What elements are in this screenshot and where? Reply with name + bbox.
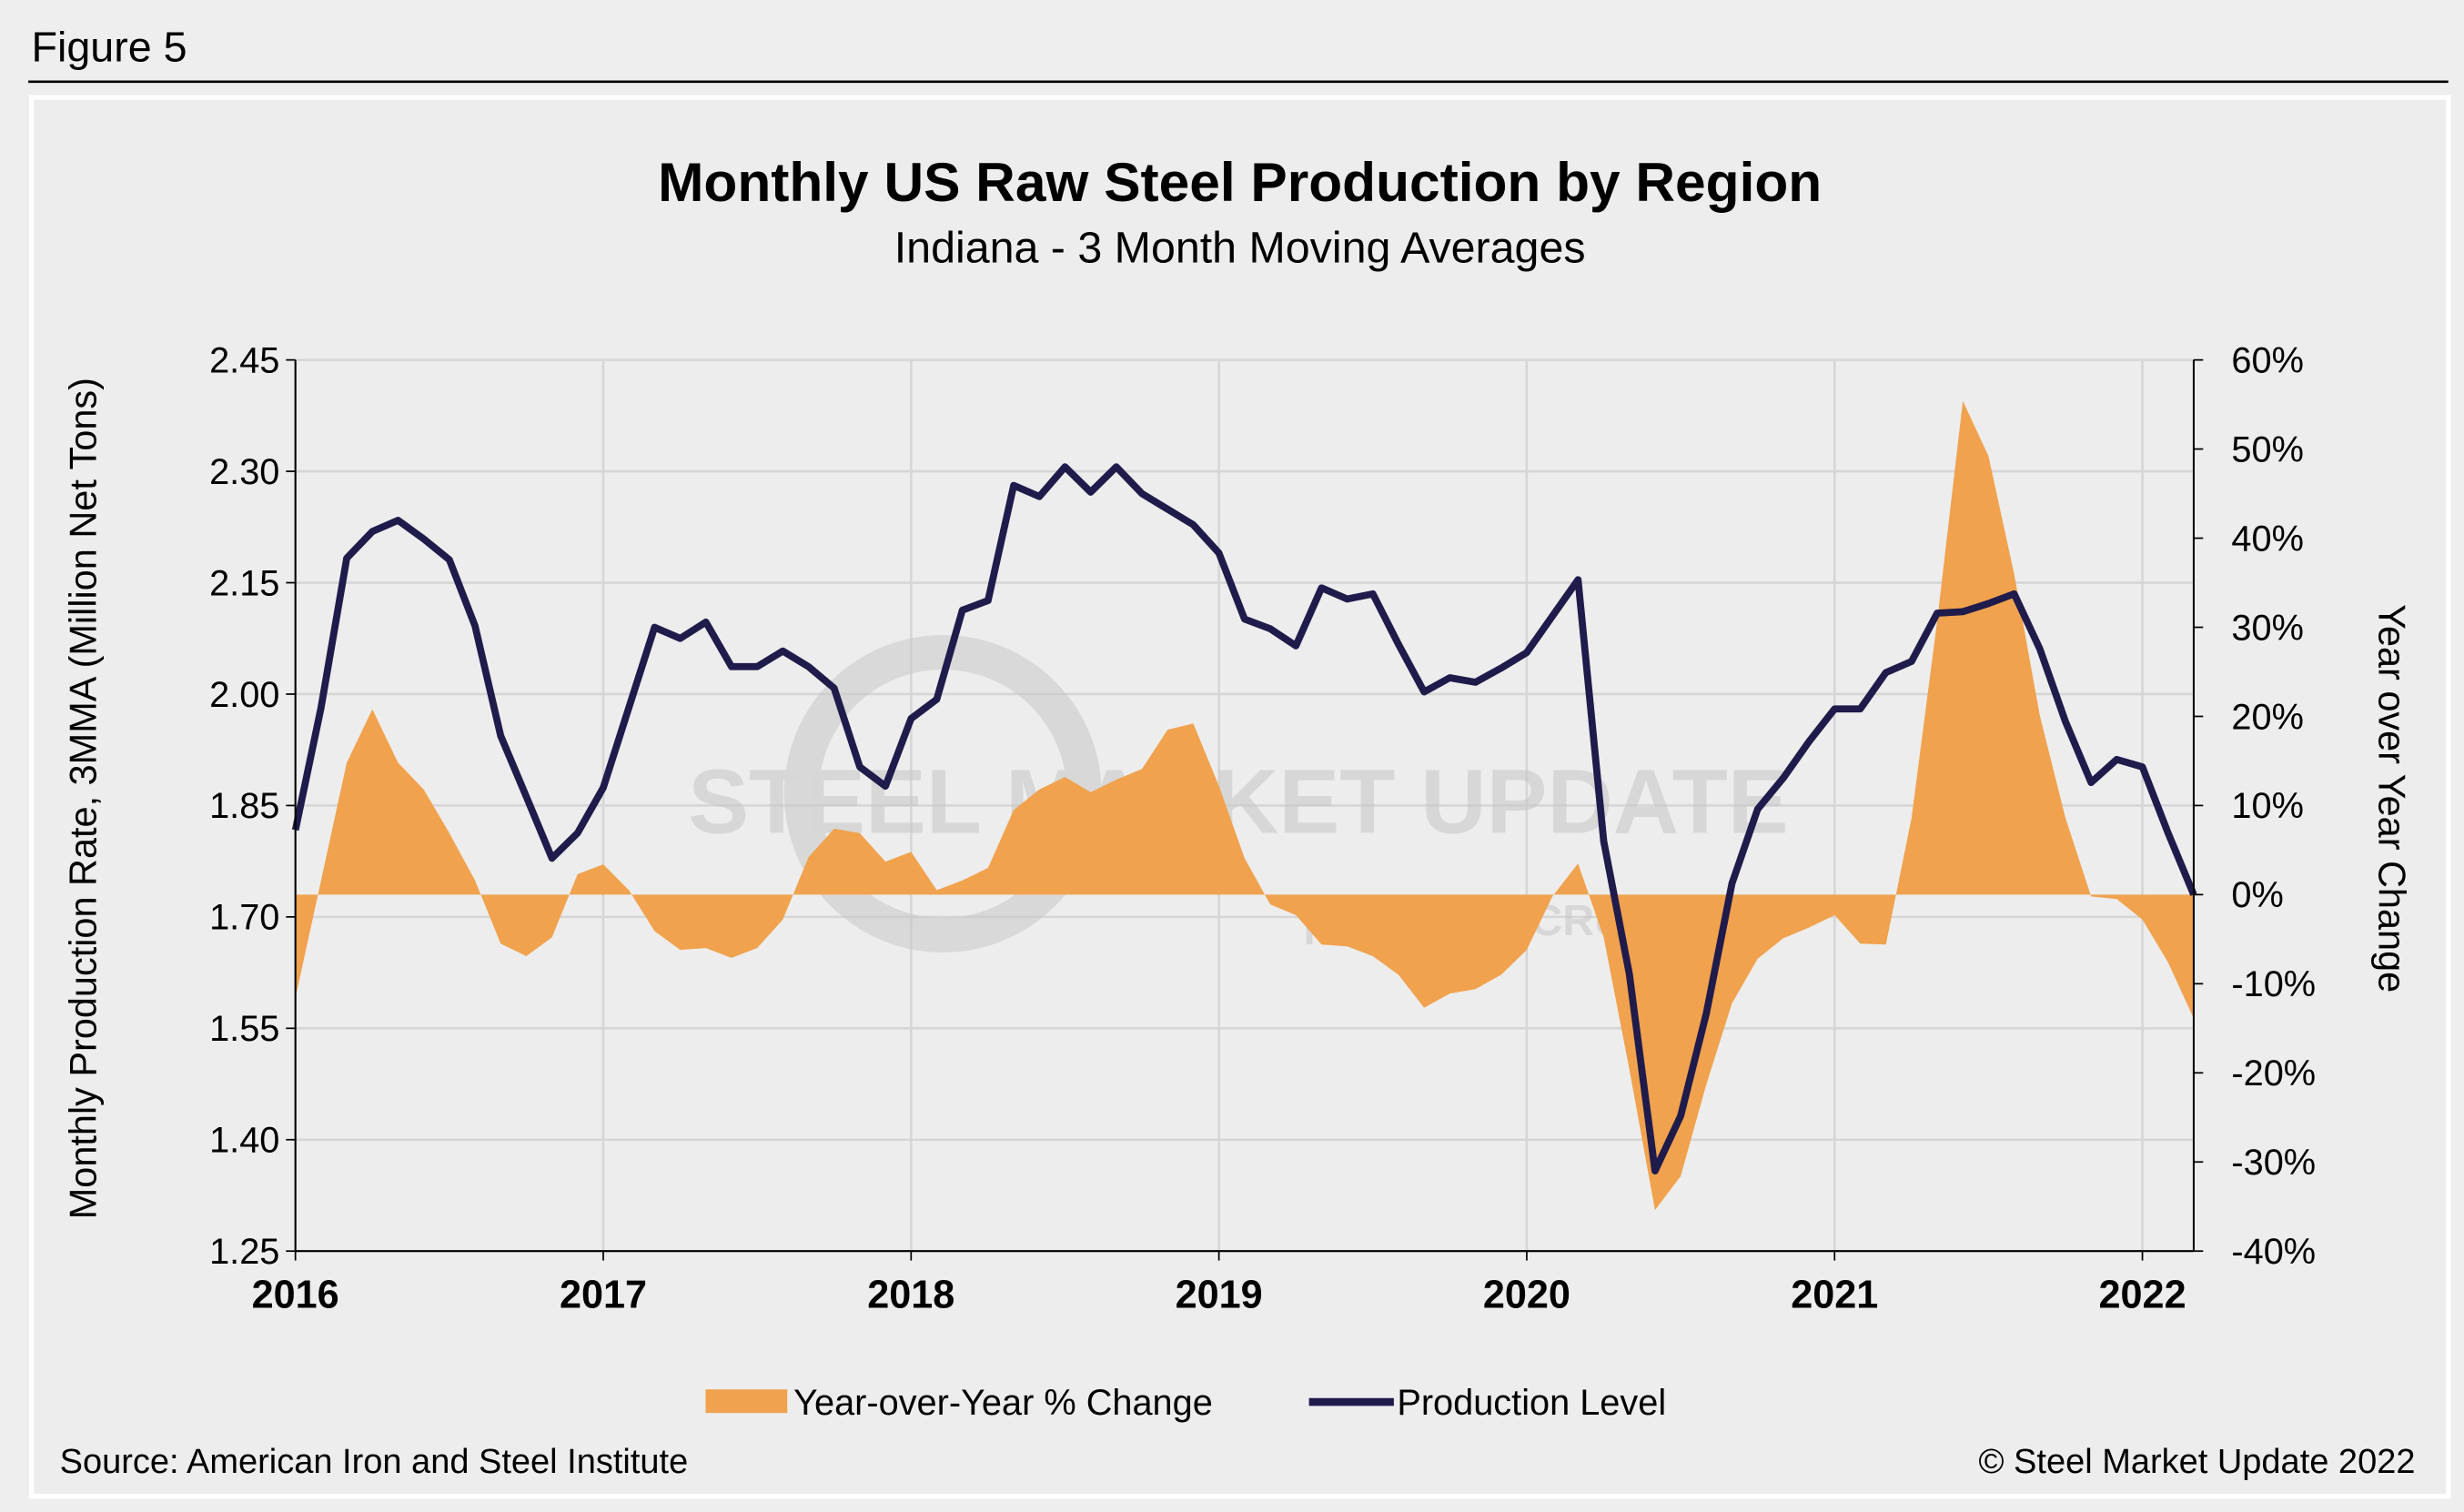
x-tick-label: 2020 (1483, 1273, 1570, 1316)
y2-tick-label: -40% (2231, 1232, 2316, 1272)
y2-tick-label: -30% (2231, 1143, 2316, 1183)
y-tick-label: 2.45 (209, 340, 279, 380)
y2-tick-label: 20% (2231, 697, 2303, 737)
y-tick-label: 2.15 (209, 563, 279, 603)
y2-tick-label: 30% (2231, 608, 2303, 648)
chart-title: Monthly US Raw Steel Production by Regio… (658, 151, 1822, 213)
y2-tick-label: -10% (2231, 964, 2316, 1004)
x-tick-label: 2019 (1176, 1273, 1263, 1316)
y-tick-label: 1.40 (209, 1121, 279, 1161)
x-tick-label: 2016 (252, 1273, 339, 1316)
y-axis-label: Monthly Production Rate, 3MMA (Million N… (61, 378, 104, 1219)
x-tick-label: 2017 (560, 1273, 647, 1316)
chart-subtitle: Indiana - 3 Month Moving Averages (894, 224, 1586, 273)
y-tick-label: 1.70 (209, 898, 279, 938)
legend-label-production: Production Level (1397, 1383, 1666, 1423)
production-line (291, 463, 2197, 1174)
legend-label-yoy: Year-over-Year % Change (793, 1383, 1213, 1423)
copyright-note: © Steel Market Update 2022 (1978, 1443, 2415, 1481)
y-tick-label: 1.85 (209, 786, 279, 826)
y2-tick-label: 10% (2231, 786, 2303, 826)
x-tick-label: 2018 (867, 1273, 954, 1316)
y2-tick-label: 40% (2231, 519, 2303, 559)
yoy-area-series (295, 400, 2194, 1211)
yoy-area (295, 400, 2194, 1211)
y-tick-label: 2.30 (209, 452, 279, 492)
legend: Year-over-Year % Change Production Level (705, 1383, 1666, 1423)
production-line-series (291, 463, 2197, 1174)
legend-swatch-area (705, 1389, 788, 1414)
x-tick-label: 2022 (2099, 1273, 2186, 1316)
y-tick-label: 1.55 (209, 1009, 279, 1049)
y2-tick-label: 60% (2231, 340, 2303, 380)
source-note: Source: American Iron and Steel Institut… (60, 1443, 689, 1481)
y-tick-label: 1.25 (209, 1232, 279, 1272)
axes: 2.45 2.30 2.15 2.00 1.85 1.70 1.55 1.40 1.25 60% 5… (209, 340, 2316, 1316)
y2-tick-label: -20% (2231, 1053, 2316, 1094)
figure-label: Figure 5 (32, 23, 187, 70)
y-tick-label: 2.00 (209, 675, 279, 715)
x-tick-label: 2021 (1791, 1273, 1878, 1316)
y2-tick-label: 50% (2231, 429, 2303, 469)
y2-tick-label: 0% (2231, 875, 2283, 915)
y2-axis-label: Year over Year Change (2371, 604, 2414, 993)
